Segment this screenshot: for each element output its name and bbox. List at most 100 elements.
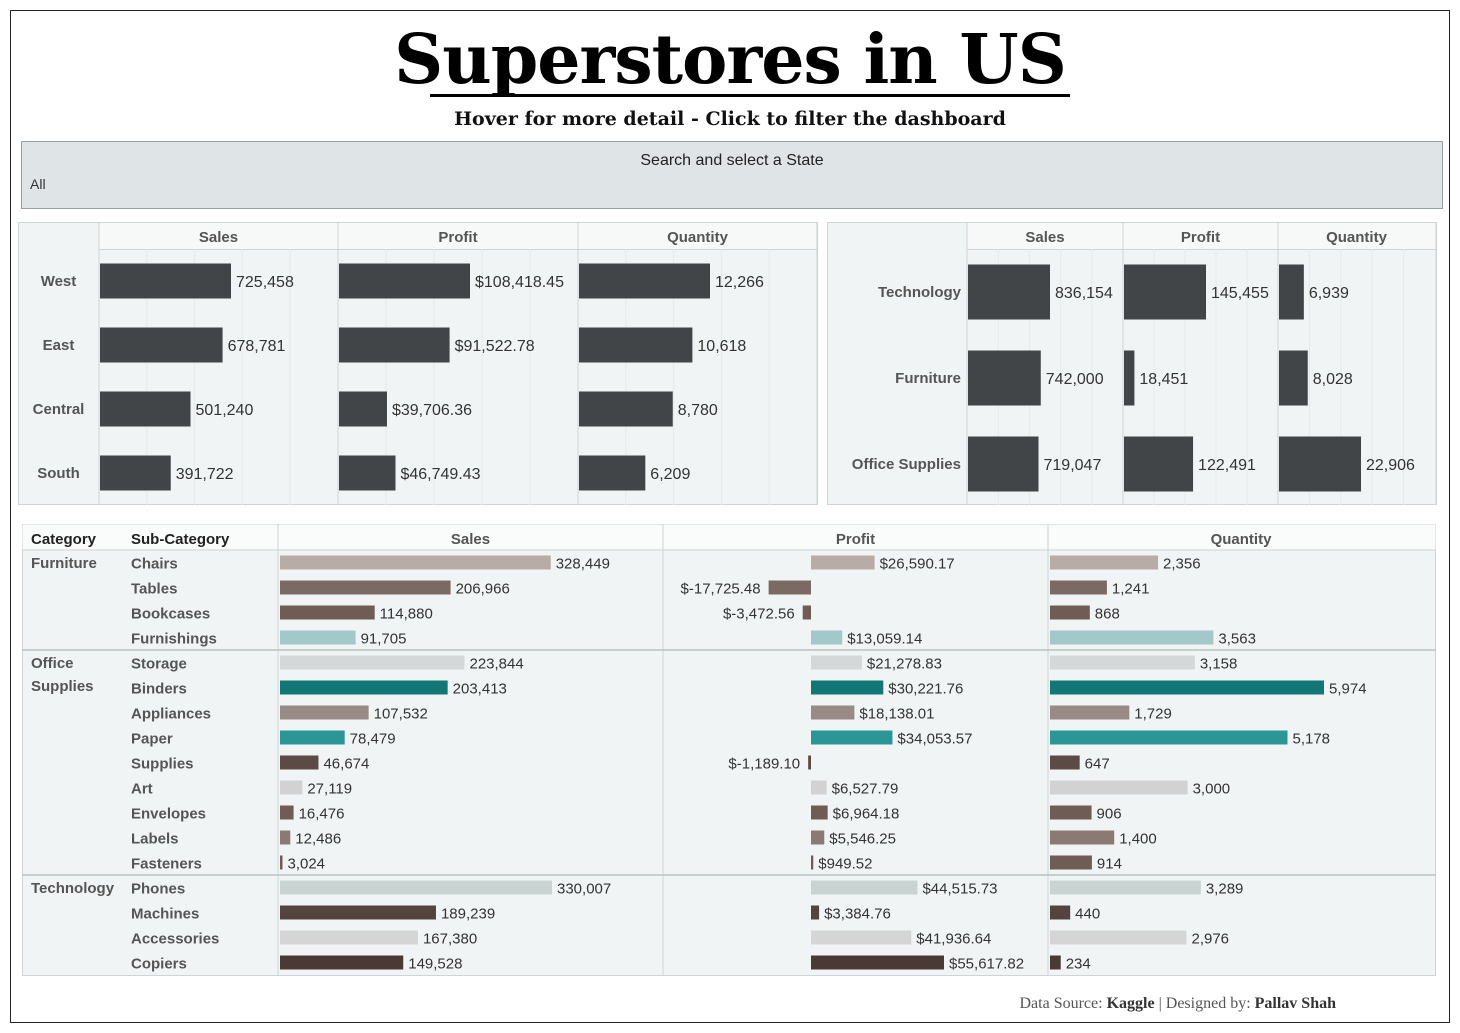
column-header-sales: Sales bbox=[451, 531, 490, 548]
bar-south-quantity[interactable] bbox=[579, 455, 646, 491]
bar-technology-sales[interactable] bbox=[968, 264, 1050, 320]
subcategory-label-furnishings: Furnishings bbox=[131, 631, 217, 648]
value-label-labels-sales: 12,486 bbox=[295, 831, 341, 848]
bar-west-quantity[interactable] bbox=[579, 263, 710, 299]
bar-central-quantity[interactable] bbox=[579, 391, 673, 427]
bar-technology-profit[interactable] bbox=[1124, 264, 1206, 320]
value-label-furniture-profit: 18,451 bbox=[1139, 371, 1188, 388]
bar-phones-quantity[interactable] bbox=[1050, 880, 1201, 895]
bar-accessories-quantity[interactable] bbox=[1050, 930, 1187, 945]
value-label-west-sales: 725,458 bbox=[236, 274, 294, 291]
category-label-technology: Technology bbox=[31, 880, 115, 897]
subcategory-label-binders: Binders bbox=[131, 681, 187, 698]
bar-bookcases-sales[interactable] bbox=[280, 605, 375, 620]
bar-east-quantity[interactable] bbox=[579, 327, 693, 363]
footer-source: Kaggle bbox=[1106, 995, 1155, 1012]
bar-bookcases-profit[interactable] bbox=[802, 605, 811, 620]
footer-designer-prefix: Designed by: bbox=[1165, 995, 1251, 1012]
bar-paper-profit[interactable] bbox=[811, 730, 893, 745]
value-label-fasteners-sales: 3,024 bbox=[287, 856, 325, 873]
panel-background bbox=[22, 524, 1436, 976]
bar-tables-sales[interactable] bbox=[280, 580, 451, 595]
bar-furnishings-quantity[interactable] bbox=[1050, 630, 1214, 645]
bar-copiers-profit[interactable] bbox=[811, 955, 944, 970]
bar-paper-sales[interactable] bbox=[280, 730, 345, 745]
bar-furniture-sales[interactable] bbox=[968, 350, 1041, 406]
bar-supplies-quantity[interactable] bbox=[1050, 755, 1080, 770]
bar-labels-sales[interactable] bbox=[280, 830, 291, 845]
column-header-profit: Profit bbox=[438, 229, 477, 246]
bar-labels-profit[interactable] bbox=[811, 830, 825, 845]
value-label-south-quantity: 6,209 bbox=[650, 466, 690, 483]
bar-furniture-quantity[interactable] bbox=[1279, 350, 1308, 406]
category-chart[interactable]: Sales 836,154 742,000 719,047 Profit 145,455 1… bbox=[827, 222, 1437, 505]
value-label-accessories-sales: 167,380 bbox=[423, 931, 477, 948]
bar-phones-profit[interactable] bbox=[811, 880, 918, 895]
bar-machines-quantity[interactable] bbox=[1050, 905, 1071, 920]
bar-binders-sales[interactable] bbox=[280, 680, 448, 695]
bar-art-profit[interactable] bbox=[811, 780, 827, 795]
bar-fasteners-sales[interactable] bbox=[280, 855, 283, 870]
subcategory-label-fasteners: Fasteners bbox=[131, 856, 202, 873]
bar-envelopes-profit[interactable] bbox=[811, 805, 828, 820]
bar-phones-sales[interactable] bbox=[280, 880, 552, 895]
bar-west-profit[interactable] bbox=[339, 263, 470, 299]
subcategory-label-appliances: Appliances bbox=[131, 706, 211, 723]
bar-accessories-profit[interactable] bbox=[811, 930, 912, 945]
category-label-office-supplies: Office bbox=[31, 655, 74, 672]
region-chart[interactable]: Sales 725,458 678,781 501,240 391,722 Profit $… bbox=[18, 222, 818, 505]
bar-east-profit[interactable] bbox=[339, 327, 450, 363]
bar-south-sales[interactable] bbox=[100, 455, 171, 491]
bar-fasteners-quantity[interactable] bbox=[1050, 855, 1092, 870]
bar-machines-profit[interactable] bbox=[811, 905, 820, 920]
bar-appliances-quantity[interactable] bbox=[1050, 705, 1130, 720]
bar-fasteners-profit[interactable] bbox=[811, 855, 814, 870]
bar-copiers-quantity[interactable] bbox=[1050, 955, 1061, 970]
bar-office-supplies-quantity[interactable] bbox=[1279, 436, 1361, 492]
category-label-furniture: Furniture bbox=[31, 555, 97, 572]
bar-furniture-profit[interactable] bbox=[1124, 350, 1135, 406]
bar-east-sales[interactable] bbox=[100, 327, 223, 363]
bar-central-sales[interactable] bbox=[100, 391, 191, 427]
bar-tables-profit[interactable] bbox=[768, 580, 811, 595]
bar-art-quantity[interactable] bbox=[1050, 780, 1188, 795]
page-title: Superstores in US bbox=[394, 20, 1067, 100]
subcategory-chart[interactable]: Category Sub-Category Sales Profit Quantity F… bbox=[22, 524, 1436, 976]
bar-binders-profit[interactable] bbox=[811, 680, 884, 695]
bar-tables-quantity[interactable] bbox=[1050, 580, 1107, 595]
bar-supplies-sales[interactable] bbox=[280, 755, 319, 770]
state-filter-value[interactable]: All bbox=[30, 176, 46, 192]
state-filter[interactable]: Search and select a State All bbox=[21, 141, 1443, 209]
bar-copiers-sales[interactable] bbox=[280, 955, 404, 970]
value-label-appliances-profit: $18,138.01 bbox=[859, 706, 934, 723]
subcategory-label-accessories: Accessories bbox=[131, 931, 219, 948]
bar-art-sales[interactable] bbox=[280, 780, 303, 795]
bar-technology-quantity[interactable] bbox=[1279, 264, 1304, 320]
bar-south-profit[interactable] bbox=[339, 455, 396, 491]
value-label-envelopes-sales: 16,476 bbox=[299, 806, 345, 823]
bar-central-profit[interactable] bbox=[339, 391, 387, 427]
bar-furnishings-sales[interactable] bbox=[280, 630, 356, 645]
bar-west-sales[interactable] bbox=[100, 263, 231, 299]
bar-appliances-profit[interactable] bbox=[811, 705, 855, 720]
bar-storage-sales[interactable] bbox=[280, 655, 465, 670]
bar-accessories-sales[interactable] bbox=[280, 930, 418, 945]
bar-office-supplies-profit[interactable] bbox=[1124, 436, 1194, 492]
bar-chairs-profit[interactable] bbox=[811, 555, 875, 570]
bar-supplies-profit[interactable] bbox=[808, 755, 811, 770]
bar-envelopes-sales[interactable] bbox=[280, 805, 294, 820]
bar-machines-sales[interactable] bbox=[280, 905, 436, 920]
bar-appliances-sales[interactable] bbox=[280, 705, 369, 720]
bar-storage-profit[interactable] bbox=[811, 655, 862, 670]
bar-furnishings-profit[interactable] bbox=[811, 630, 843, 645]
bar-binders-quantity[interactable] bbox=[1050, 680, 1324, 695]
bar-chairs-sales[interactable] bbox=[280, 555, 551, 570]
bar-labels-quantity[interactable] bbox=[1050, 830, 1115, 845]
bar-chairs-quantity[interactable] bbox=[1050, 555, 1159, 570]
bar-envelopes-quantity[interactable] bbox=[1050, 805, 1092, 820]
value-label-machines-quantity: 440 bbox=[1075, 906, 1100, 923]
bar-paper-quantity[interactable] bbox=[1050, 730, 1288, 745]
bar-bookcases-quantity[interactable] bbox=[1050, 605, 1090, 620]
bar-storage-quantity[interactable] bbox=[1050, 655, 1195, 670]
bar-office-supplies-sales[interactable] bbox=[968, 436, 1039, 492]
